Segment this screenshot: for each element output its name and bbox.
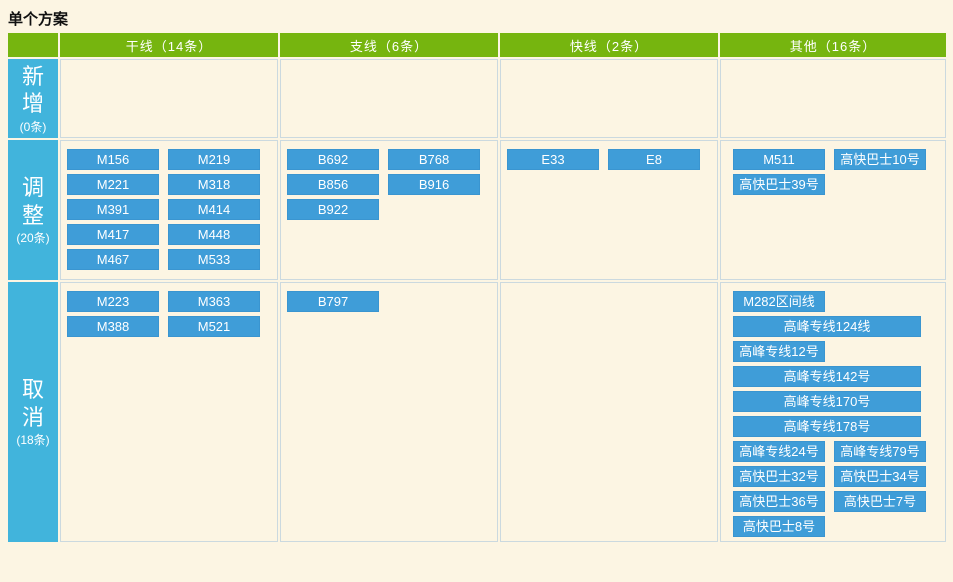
table-cell-cancel-trunk: M223 M363 M388 M521: [60, 282, 278, 542]
route-button-row: 高快巴士36号 高快巴士7号: [733, 491, 939, 512]
row-label-count: (0条): [19, 119, 47, 134]
route-button[interactable]: M223: [67, 291, 159, 312]
route-button[interactable]: M219: [168, 149, 260, 170]
route-button[interactable]: B692: [287, 149, 379, 170]
route-button[interactable]: 高快巴士32号: [733, 466, 825, 487]
table-cell-cancel-express: [500, 282, 718, 542]
route-button[interactable]: 高快巴士36号: [733, 491, 825, 512]
route-button[interactable]: M511: [733, 149, 825, 170]
route-button[interactable]: M521: [168, 316, 260, 337]
row-label-adjust: 调 整 (20条): [8, 140, 58, 280]
route-button[interactable]: M156: [67, 149, 159, 170]
route-button[interactable]: 高峰专线170号: [733, 391, 921, 412]
row-label-new: 新 增 (0条): [8, 59, 58, 138]
table-cell-adjust-other: M511 高快巴士10号 高快巴士39号: [720, 140, 946, 280]
row-label-char: 消: [21, 404, 44, 430]
route-button[interactable]: M221: [67, 174, 159, 195]
route-button[interactable]: M533: [168, 249, 260, 270]
row-label-char: 整: [21, 202, 44, 228]
route-button[interactable]: M391: [67, 199, 159, 220]
route-button-row: B797: [287, 291, 491, 312]
route-button-row: M156 M219: [67, 149, 271, 170]
route-button-row: M391 M414: [67, 199, 271, 220]
page-title: 单个方案: [8, 11, 69, 28]
route-button[interactable]: E33: [507, 149, 599, 170]
route-button[interactable]: M417: [67, 224, 159, 245]
route-button-row: M282区间线: [733, 291, 939, 312]
route-button[interactable]: 高峰专线24号: [733, 441, 825, 462]
route-button-row: B922: [287, 199, 491, 220]
route-button[interactable]: B856: [287, 174, 379, 195]
column-header-express: 快线（2条）: [500, 33, 718, 57]
route-button[interactable]: 高快巴士8号: [733, 516, 825, 537]
route-button[interactable]: M414: [168, 199, 260, 220]
route-button-row: 高峰专线178号: [733, 416, 939, 437]
route-button[interactable]: B916: [388, 174, 480, 195]
row-label-char: 取: [21, 377, 44, 402]
table-cell-new-express: [500, 59, 718, 138]
header-corner-cell: [8, 33, 58, 57]
route-button[interactable]: 高峰专线79号: [834, 441, 926, 462]
route-button-row: M467 M533: [67, 249, 271, 270]
route-button[interactable]: B797: [287, 291, 379, 312]
route-button[interactable]: B922: [287, 199, 379, 220]
route-button-row: M388 M521: [67, 316, 271, 337]
route-button[interactable]: 高峰专线178号: [733, 416, 921, 437]
route-button[interactable]: 高峰专线12号: [733, 341, 825, 362]
route-button-row: 高峰专线142号: [733, 366, 939, 387]
route-button[interactable]: M282区间线: [733, 291, 825, 312]
route-button-row: M417 M448: [67, 224, 271, 245]
table-cell-cancel-other: M282区间线 高峰专线124线 高峰专线12号 高峰专线142号 高峰专线170号 高峰…: [720, 282, 946, 542]
column-header-other: 其他（16条）: [720, 33, 946, 57]
route-button-row: 高快巴士8号: [733, 516, 939, 537]
row-label-cancel: 取 消 (18条): [8, 282, 58, 542]
table-cell-cancel-branch: B797: [280, 282, 498, 542]
route-button[interactable]: 高快巴士10号: [834, 149, 926, 170]
route-button[interactable]: 高快巴士34号: [834, 466, 926, 487]
route-button[interactable]: M363: [168, 291, 260, 312]
route-button-row: 高峰专线24号 高峰专线79号: [733, 441, 939, 462]
row-label-count: (18条): [16, 433, 50, 447]
row-label-count: (20条): [16, 231, 50, 245]
column-header-branch: 支线（6条）: [280, 33, 498, 57]
route-button[interactable]: M467: [67, 249, 159, 270]
route-button-row: 高峰专线12号: [733, 341, 939, 362]
route-button[interactable]: 高快巴士7号: [834, 491, 926, 512]
route-button-row: 高快巴士39号: [733, 174, 939, 195]
table-cell-new-branch: [280, 59, 498, 138]
row-label-char: 调: [21, 175, 44, 200]
plan-table: 干线（14条） 支线（6条） 快线（2条） 其他（16条） 新 增 (0条) 调…: [8, 33, 946, 542]
route-button[interactable]: E8: [608, 149, 700, 170]
route-button[interactable]: 高峰专线124线: [733, 316, 921, 337]
column-header-trunk: 干线（14条）: [60, 33, 278, 57]
route-button-row: M511 高快巴士10号: [733, 149, 939, 170]
route-button-row: 高峰专线170号: [733, 391, 939, 412]
route-button-row: M221 M318: [67, 174, 271, 195]
table-cell-new-trunk: [60, 59, 278, 138]
route-button[interactable]: 高快巴士39号: [733, 174, 825, 195]
table-cell-adjust-branch: B692 B768 B856 B916 B922: [280, 140, 498, 280]
route-button[interactable]: M388: [67, 316, 159, 337]
route-button-row: B692 B768: [287, 149, 491, 170]
route-button[interactable]: M318: [168, 174, 260, 195]
table-cell-adjust-express: E33 E8: [500, 140, 718, 280]
route-button[interactable]: 高峰专线142号: [733, 366, 921, 387]
route-button-row: B856 B916: [287, 174, 491, 195]
route-button-row: 高峰专线124线: [733, 316, 939, 337]
route-button[interactable]: M448: [168, 224, 260, 245]
row-label-char: 新: [21, 63, 44, 89]
table-cell-adjust-trunk: M156 M219 M221 M318 M391 M414 M417 M448 M467 M533: [60, 140, 278, 280]
route-button[interactable]: B768: [388, 149, 480, 170]
row-label-char: 增: [21, 91, 44, 116]
route-button-row: E33 E8: [507, 149, 711, 170]
route-button-row: M223 M363: [67, 291, 271, 312]
table-cell-new-other: [720, 59, 946, 138]
route-button-row: 高快巴士32号 高快巴士34号: [733, 466, 939, 487]
